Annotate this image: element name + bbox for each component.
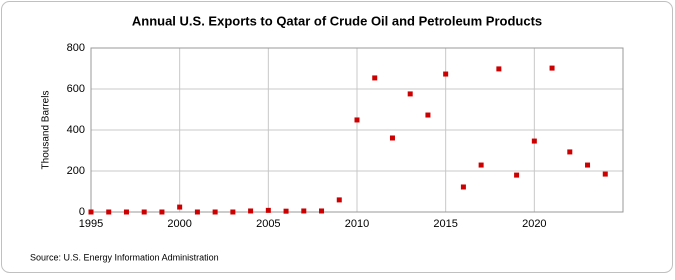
marker <box>194 209 200 215</box>
y-tick-label: 200 <box>67 165 85 177</box>
marker <box>159 209 165 215</box>
marker <box>478 162 484 168</box>
marker <box>141 209 147 215</box>
marker <box>443 71 449 77</box>
marker <box>460 184 466 190</box>
marker <box>585 162 591 168</box>
marker <box>549 65 555 71</box>
y-tick-label: 400 <box>67 124 85 136</box>
marker <box>177 204 183 210</box>
x-tick-label: 2020 <box>522 218 546 230</box>
marker <box>407 91 413 97</box>
y-axis-label: Thousand Barrels <box>41 91 52 170</box>
marker <box>336 197 342 203</box>
marker <box>372 75 378 81</box>
marker <box>389 135 395 141</box>
marker <box>123 209 129 215</box>
marker <box>354 117 360 123</box>
y-tick-label: 600 <box>67 83 85 95</box>
marker <box>248 208 254 214</box>
marker <box>88 209 94 215</box>
marker <box>283 208 289 214</box>
marker <box>602 171 608 177</box>
x-tick-label: 2015 <box>433 218 457 230</box>
marker <box>319 208 325 214</box>
x-tick-label: 2000 <box>167 218 191 230</box>
x-tick-label: 2005 <box>256 218 280 230</box>
marker <box>265 207 271 213</box>
chart-title: Annual U.S. Exports to Qatar of Crude Oi… <box>132 13 542 28</box>
marker <box>531 138 537 144</box>
marker <box>230 209 236 215</box>
marker <box>567 149 573 155</box>
marker <box>212 209 218 215</box>
marker <box>106 209 112 215</box>
x-tick-label: 2010 <box>345 218 369 230</box>
marker <box>301 208 307 214</box>
plot-border <box>90 47 624 213</box>
marker <box>514 172 520 178</box>
marker <box>425 112 431 118</box>
y-tick-label: 800 <box>67 42 85 54</box>
source-note: Source: U.S. Energy Information Administ… <box>30 252 219 262</box>
y-tick-label: 0 <box>79 206 85 218</box>
marker <box>496 66 502 72</box>
x-tick-label: 1995 <box>79 218 103 230</box>
